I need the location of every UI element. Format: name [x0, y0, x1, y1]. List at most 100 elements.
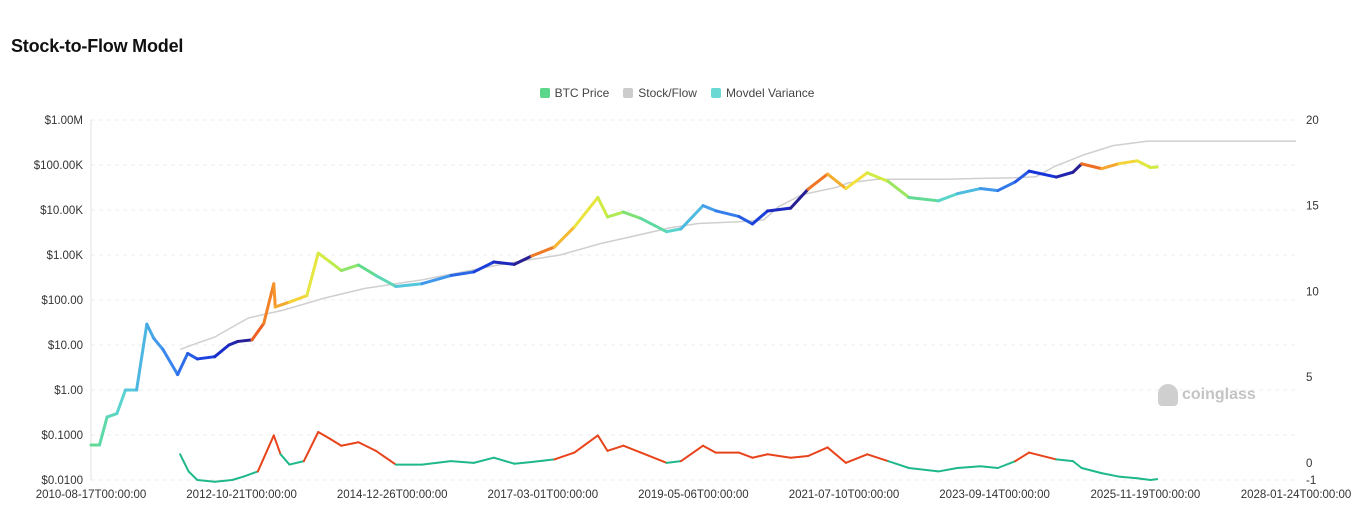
btc-price-segment: [606, 210, 625, 219]
btc-price-segment: [357, 263, 378, 278]
x-tick-label: 2028-01-24T00:00:00: [1241, 489, 1352, 501]
model-variance-segment: [996, 460, 1017, 469]
y-left-tick-label: $10.00: [48, 340, 83, 352]
legend-swatch-stock-flow: [623, 88, 634, 98]
btc-price-segment: [339, 263, 361, 273]
btc-price-segment: [639, 216, 669, 234]
btc-price-segment: [262, 282, 276, 326]
btc-price-segment: [737, 214, 754, 226]
btc-price-segment: [701, 204, 718, 213]
x-tick-label: 2012-10-21T00:00:00: [186, 489, 297, 501]
model-variance-segment: [492, 456, 516, 465]
btc-price-segment: [512, 254, 534, 266]
series-stock-flow-line: [179, 140, 1296, 351]
model-variance-segment: [979, 465, 999, 469]
btc-price-segment: [374, 274, 398, 288]
btc-price-segment: [1054, 170, 1075, 179]
legend-label-model-variance: Movdel Variance: [725, 86, 815, 100]
model-variance-segment: [622, 444, 642, 454]
x-tick-label: 2023-09-14T00:00:00: [939, 489, 1050, 501]
y-right-tick-label: 20: [1306, 115, 1319, 127]
legend-label-stock-flow: Stock/Flow: [638, 86, 697, 100]
btc-price-segment: [1071, 162, 1084, 174]
btc-price-segment: [530, 245, 556, 258]
model-variance-segment: [242, 470, 259, 478]
model-variance-segment: [449, 460, 475, 464]
legend-item-btc-price[interactable]: BTC Price: [539, 86, 610, 100]
legend-item-model-variance[interactable]: Movdel Variance: [710, 86, 815, 100]
model-variance-segment: [420, 460, 452, 466]
model-variance-segment: [374, 449, 397, 466]
btc-price-segment: [596, 195, 610, 219]
btc-price-segment: [287, 294, 309, 304]
model-variance-segment: [665, 460, 682, 464]
coinglass-logo-icon: [1158, 384, 1178, 406]
legend-swatch-btc-price: [539, 88, 550, 98]
model-variance-segment: [196, 479, 216, 483]
y-right-tick-label: 0: [1306, 458, 1312, 470]
model-variance-segment: [340, 441, 360, 447]
chart-legend: BTC Price Stock/Flow Movdel Variance: [0, 86, 1354, 100]
model-variance-segment: [288, 460, 305, 466]
chart-title: Stock-to-Flow Model: [11, 36, 184, 56]
model-variance-segment: [737, 451, 754, 459]
model-variance-segment: [272, 434, 282, 456]
model-variance-segment: [844, 453, 869, 464]
model-variance-segment: [231, 475, 245, 481]
btc-price-segment: [449, 270, 476, 278]
btc-price-segment: [227, 339, 240, 347]
model-variance-segment: [472, 456, 495, 464]
btc-price-segment: [472, 260, 496, 274]
y-right-tick-label: 15: [1306, 201, 1319, 213]
legend-label-btc-price: BTC Price: [554, 86, 610, 100]
btc-price-segment: [1013, 169, 1031, 184]
model-variance-segment: [937, 467, 959, 473]
model-variance-segment: [956, 465, 982, 469]
model-variance-segment: [1100, 472, 1120, 478]
btc-price-segment: [98, 415, 109, 447]
btc-price-segment: [844, 171, 869, 191]
model-variance-segment: [357, 441, 377, 452]
y-left-tick-label: $100.00K: [34, 160, 84, 172]
x-tick-label: 2025-11-19T00:00:00: [1091, 489, 1201, 501]
y-left-tick-label: $0.0100: [41, 475, 83, 487]
model-variance-segment: [679, 444, 705, 463]
btc-price-segment: [250, 322, 266, 342]
coinglass-watermark: coinglass: [1158, 384, 1256, 406]
btc-price-segment: [394, 282, 424, 288]
btc-price-segment: [195, 355, 217, 361]
btc-price-segment: [552, 225, 576, 249]
btc-price-segment: [213, 343, 231, 359]
btc-price-segment: [115, 388, 127, 416]
btc-price-segment: [665, 227, 683, 234]
btc-price-segment: [996, 180, 1017, 193]
btc-price-segment: [1100, 162, 1121, 171]
y-right-tick-label: 5: [1306, 372, 1312, 384]
btc-price-segment: [750, 209, 770, 226]
x-tick-label: 2014-12-26T00:00:00: [337, 489, 448, 501]
btc-price-segment: [978, 187, 1000, 193]
btc-price-segment: [679, 204, 705, 231]
model-variance-segment: [329, 437, 343, 447]
model-variance-segment: [702, 444, 717, 454]
btc-price-segment: [826, 172, 848, 191]
model-variance-segment: [213, 479, 234, 483]
btc-price-segment: [1080, 162, 1104, 171]
model-variance-segment: [1136, 477, 1152, 481]
btc-price-segment: [186, 351, 199, 361]
y-left-tick-label: $1.00: [54, 385, 83, 397]
model-variance-segment: [807, 446, 829, 457]
btc-price-segment: [572, 195, 600, 229]
model-variance-segment: [907, 467, 940, 473]
model-variance-segment: [789, 455, 810, 459]
model-variance-segment: [553, 451, 576, 461]
btc-price-segment: [145, 322, 156, 340]
btc-price-segment: [865, 171, 890, 183]
y-left-tick-label: $100.00: [41, 295, 83, 307]
model-variance-segment: [766, 453, 792, 459]
model-variance-segment: [513, 461, 533, 465]
legend-item-stock-flow[interactable]: Stock/Flow: [623, 86, 697, 100]
btc-price-segment: [1117, 159, 1139, 166]
model-variance-segment: [596, 434, 609, 452]
